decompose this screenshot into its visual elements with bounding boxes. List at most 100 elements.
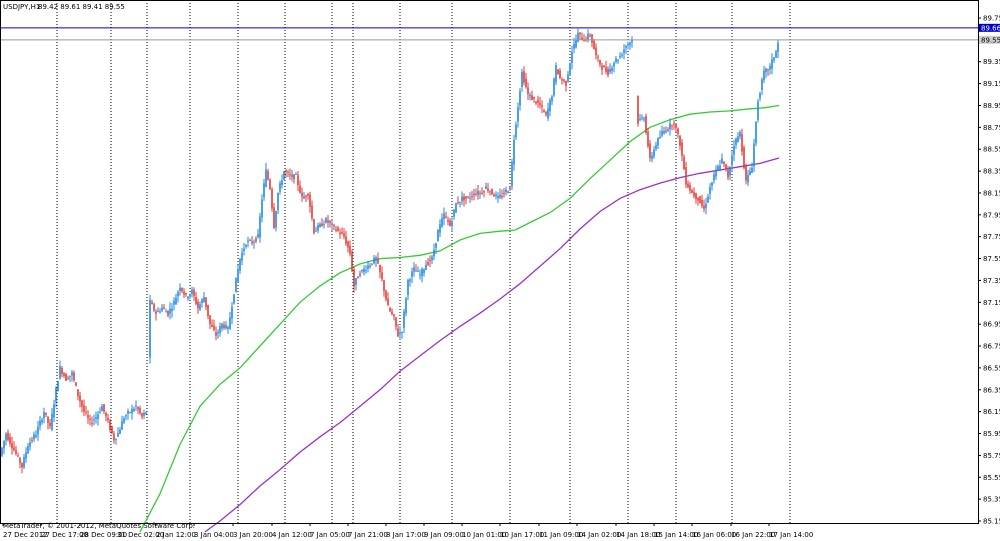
candle-body — [317, 225, 319, 231]
candle-body — [573, 43, 575, 49]
y-tick-label: 87.75 — [983, 233, 1000, 241]
candle-body — [455, 203, 457, 213]
candle-body — [269, 179, 271, 189]
candle-body — [619, 56, 621, 58]
candle-body — [627, 44, 629, 46]
candle-body — [47, 416, 49, 423]
candle-body — [447, 220, 449, 222]
candle-body — [183, 291, 185, 295]
y-tick-label: 86.35 — [983, 386, 1000, 394]
candle-body — [643, 118, 645, 120]
candle-body — [315, 230, 317, 232]
candle-body — [513, 140, 515, 165]
candle-body — [391, 311, 393, 315]
candle-body — [1, 447, 3, 456]
candle-body — [375, 257, 377, 261]
candle-body — [59, 366, 61, 379]
x-tick-label: 10 Jan 17:00 — [500, 531, 544, 539]
candle-body — [467, 196, 469, 198]
candle-body — [507, 191, 509, 193]
y-tick-label: 87.15 — [983, 299, 1000, 307]
y-tick-label: 86.95 — [983, 321, 1000, 329]
candle-body — [493, 194, 495, 197]
candle-body — [575, 39, 577, 48]
candle-body — [557, 69, 559, 75]
candle-body — [311, 205, 313, 219]
candle-body — [229, 317, 231, 330]
candle-body — [563, 79, 565, 81]
candle-body — [637, 96, 639, 124]
candle-body — [45, 412, 47, 415]
candle-body — [623, 49, 625, 53]
candle-body — [217, 331, 219, 334]
candle-body — [775, 51, 777, 58]
candle-body — [459, 201, 461, 203]
y-tick-label: 88.95 — [983, 102, 1000, 110]
x-tick-label: 9 Jan 09:00 — [424, 531, 464, 539]
candle-body — [145, 412, 147, 414]
candle-body — [53, 404, 55, 418]
candle-body — [379, 264, 381, 273]
hline-price-tag: 89.66 — [979, 23, 1000, 32]
candle-body — [587, 33, 589, 40]
candle-body — [471, 196, 473, 198]
y-tick-label: 87.35 — [983, 277, 1000, 285]
candle-body — [609, 68, 611, 72]
y-tick-label: 87.95 — [983, 211, 1000, 219]
candle-body — [107, 417, 109, 421]
candle-body — [113, 433, 115, 441]
candle-body — [51, 413, 53, 430]
candle-body — [323, 224, 325, 226]
candle-body — [443, 213, 445, 219]
y-tick-label: 89.75 — [983, 15, 1000, 23]
candle-body — [737, 136, 739, 143]
candle-body — [111, 426, 113, 434]
candle-body — [283, 171, 285, 180]
candle-body — [525, 78, 527, 88]
candle-body — [169, 308, 171, 314]
candle-body — [515, 124, 517, 138]
candle-body — [393, 314, 395, 317]
candle-body — [653, 149, 655, 157]
candle-body — [367, 265, 369, 269]
candle-body — [383, 280, 385, 292]
candle-body — [631, 39, 633, 43]
candle-body — [691, 190, 693, 194]
candle-body — [219, 326, 221, 333]
candle-body — [139, 407, 141, 413]
candle-body — [337, 227, 339, 231]
plot-frame — [0, 0, 979, 524]
candle-body — [543, 110, 545, 112]
candle-body — [81, 400, 83, 407]
candle-body — [67, 378, 69, 380]
candle-body — [629, 42, 631, 46]
candle-body — [251, 241, 253, 244]
candle-body — [395, 317, 397, 327]
candle-body — [247, 240, 249, 243]
candle-body — [501, 195, 503, 197]
candle-body — [345, 236, 347, 244]
x-tick-label: 7 Jan 21:00 — [348, 531, 388, 539]
candle-body — [201, 299, 203, 303]
candle-body — [159, 311, 161, 313]
candle-body — [339, 232, 341, 235]
candle-body — [539, 102, 541, 106]
candle-body — [225, 325, 227, 329]
candle-body — [597, 56, 599, 58]
candle-body — [665, 130, 667, 132]
candle-body — [451, 221, 453, 227]
candle-body — [281, 180, 283, 186]
candle-body — [239, 258, 241, 271]
candle-body — [431, 256, 433, 261]
candle-body — [161, 307, 163, 311]
candle-body — [457, 202, 459, 204]
candle-body — [163, 307, 165, 309]
candle-body — [41, 419, 43, 423]
candle-body — [357, 276, 359, 279]
candle-body — [297, 175, 299, 186]
candle-body — [273, 207, 275, 228]
y-tick-label: 85.15 — [983, 518, 1000, 526]
candle-body — [681, 142, 683, 156]
